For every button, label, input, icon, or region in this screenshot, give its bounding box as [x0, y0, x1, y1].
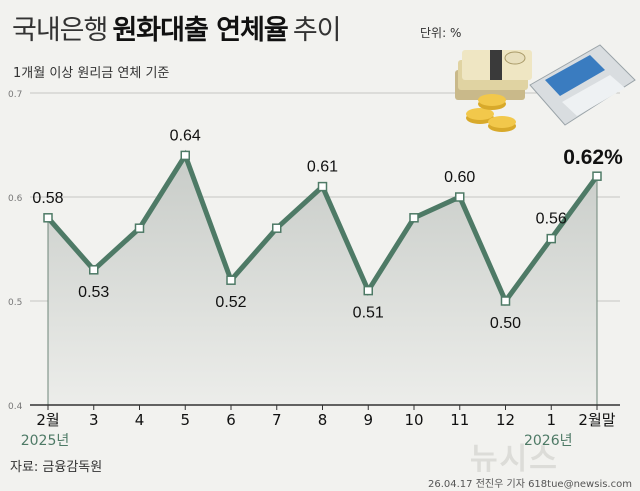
y-tick-label: 0.6	[8, 194, 23, 204]
x-tick-label: 6	[226, 411, 236, 429]
data-point-marker	[592, 171, 602, 181]
data-label: 0.61	[307, 159, 338, 176]
x-tick-label: 11	[450, 411, 469, 429]
chart-subtitle: 1개월 이상 원리금 연체 기준	[13, 66, 170, 81]
data-label: 0.64	[170, 127, 201, 144]
data-label: 0.56	[536, 211, 567, 228]
title-part-1: 국내은행	[12, 15, 108, 46]
x-tick-label: 3	[89, 411, 99, 429]
page-title: 국내은행 원화대출 연체율 추이	[12, 8, 342, 47]
x-tick-label: 10	[404, 411, 423, 429]
data-label: 0.60	[444, 169, 475, 186]
x-tick-label: 9	[363, 411, 373, 429]
x-tick-label: 2월말	[578, 411, 615, 429]
coins-icon	[466, 94, 516, 132]
year-label: 2025년	[21, 433, 70, 449]
unit-label: 단위: %	[420, 26, 462, 40]
title-part-2: 원화대출 연체율	[112, 15, 288, 46]
data-point-marker	[226, 275, 236, 285]
data-point-marker	[409, 213, 419, 223]
credit-line: 26.04.17 전진우 기자 618tue@newsis.com	[428, 479, 632, 490]
calculator-icon	[529, 44, 636, 126]
x-tick-label: 12	[496, 411, 515, 429]
data-label: 0.50	[490, 315, 521, 332]
data-point-marker	[317, 181, 328, 192]
cash-stack-icon	[455, 50, 532, 100]
x-tick-label: 1	[546, 411, 556, 429]
data-label: 0.53	[78, 284, 109, 301]
data-point-marker	[546, 233, 556, 244]
x-tick-label: 5	[180, 411, 190, 429]
data-point-marker	[43, 213, 53, 223]
area-fill	[48, 155, 597, 405]
title-part-3: 추이	[292, 15, 342, 46]
x-tick-label: 2월	[36, 411, 59, 429]
data-point-marker	[134, 223, 145, 233]
data-point-marker	[500, 296, 511, 306]
data-label: 0.52	[215, 294, 246, 311]
x-tick-label: 4	[135, 411, 145, 429]
source-note: 자료: 금융감독원	[10, 460, 103, 475]
money-calculator-illustration	[455, 44, 636, 132]
data-point-marker	[455, 192, 465, 202]
x-tick-label: 8	[318, 411, 328, 429]
y-tick-label: 0.7	[8, 90, 22, 100]
y-tick-label: 0.5	[8, 298, 22, 308]
data-point-marker	[180, 150, 190, 161]
data-point-marker	[363, 285, 373, 296]
data-point-marker	[272, 223, 282, 233]
data-label: 0.51	[353, 305, 384, 322]
year-label: 2026년	[524, 433, 573, 449]
data-label: 0.58	[32, 190, 63, 207]
data-point-marker	[89, 265, 99, 275]
data-label: 0.62%	[563, 146, 623, 169]
watermark: 뉴시스	[470, 442, 559, 477]
x-tick-label: 7	[272, 411, 282, 429]
y-tick-label: 0.4	[8, 402, 23, 412]
